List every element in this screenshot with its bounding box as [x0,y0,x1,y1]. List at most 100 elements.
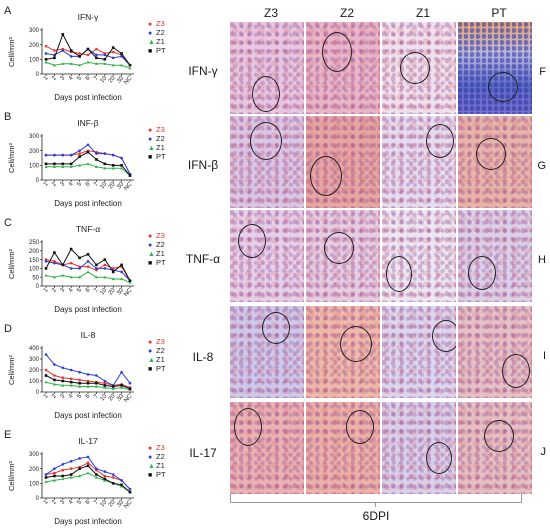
x-tick-label: 4 [68,75,75,82]
data-point [111,56,115,60]
data-point [78,152,81,155]
region-highlight-circle [426,442,452,474]
data-point [103,379,107,383]
data-point [103,53,107,57]
x-tick-label: 2 [51,181,58,188]
data-point [120,63,124,67]
data-point [53,56,56,60]
legend-label: Z1 [156,461,165,470]
x-tick-label: 6 [85,393,92,400]
data-point [44,58,48,61]
data-point [128,387,132,390]
row-label-il-17: IL-17 [189,446,217,460]
histology-image [230,210,304,302]
line-chart-b: B INF-β Cell/mm² 0 100 200 300 1 2 3 4 5 6 7 10 20 30NCD… [4,111,166,208]
data-point [95,158,98,161]
data-point [78,155,81,158]
panel-letter: D [4,323,12,335]
data-point [94,384,98,388]
legend-label: PT [156,470,166,479]
histology-image [306,116,380,208]
data-point [69,162,73,166]
x-axis-label: Days post infection [54,305,122,314]
data-point [103,386,107,389]
data-point [53,251,56,254]
data-point [69,247,73,251]
x-tick-label: 5 [76,287,83,294]
data-point [61,49,65,52]
data-point [111,164,115,167]
data-point [103,275,107,279]
legend-marker: ▲ [148,39,155,46]
legend-label: PT [156,364,166,373]
data-point [61,273,65,277]
y-axis-label: Cell/mm² [7,249,16,279]
data-point [103,62,107,65]
column-header-z2: Z2 [339,6,354,20]
legend-marker: ● [148,454,152,461]
histology-image [230,402,304,494]
data-point [53,378,56,382]
x-tick-label: 20 [108,499,117,508]
histology-image [230,116,304,208]
histology-image [382,116,456,208]
legend-marker: ● [148,136,152,143]
data-point [86,265,90,268]
data-point [69,383,73,387]
legend-marker: ● [148,445,152,452]
data-point [111,385,115,388]
legend-label: PT [156,152,166,161]
region-highlight-circle [340,326,372,362]
line-chart-d: D IL-8 Cell/mm² 0 100 200 300 400 1 2 3 4 5 6 7 10 20 30N… [4,323,166,420]
legend-marker: ▲ [148,251,155,258]
legend-marker: ▲ [148,357,155,364]
data-point [52,275,56,279]
data-point [86,143,90,147]
data-point [120,166,124,170]
legend-marker: ● [148,242,152,249]
data-point [86,60,90,64]
legend-label: PT [156,46,166,55]
x-tick-label: 3 [60,75,67,82]
x-tick-label: 7 [93,393,100,400]
data-point [120,384,123,387]
data-point [86,471,90,475]
data-point [78,384,82,388]
y-axis-label: Cell/mm² [7,355,16,385]
data-point [86,270,90,274]
x-tick-label: NC [123,75,134,86]
x-tick-label: 30 [116,287,125,296]
column-header-pt: PT [491,6,507,20]
x-tick-label: 30 [116,181,125,190]
data-point [44,368,48,372]
data-point [111,277,115,281]
x-tick-label: 6 [85,75,92,82]
data-point [120,483,123,487]
legend-label: Z3 [156,19,165,28]
data-point [86,464,90,468]
data-point [61,477,65,481]
histology-image [306,210,380,302]
data-point [78,474,82,478]
region-highlight-circle [386,256,412,292]
data-point [94,275,98,279]
data-point [120,263,123,267]
data-point [44,476,48,479]
legend-label: Z1 [156,143,165,152]
data-point [103,162,107,166]
legend-label: Z1 [156,249,165,258]
x-tick-label: 7 [93,287,100,294]
data-point [69,460,73,463]
column-header-z3: Z3 [263,6,278,20]
legend-label: Z2 [156,346,165,355]
data-point [95,53,98,57]
x-tick-label: 3 [60,393,67,400]
histology-image [458,116,532,208]
data-point [78,378,81,382]
data-point [52,382,56,386]
data-point [69,275,73,279]
data-point [120,52,123,55]
data-point [111,166,115,170]
data-point [103,474,107,478]
data-point [86,253,90,256]
